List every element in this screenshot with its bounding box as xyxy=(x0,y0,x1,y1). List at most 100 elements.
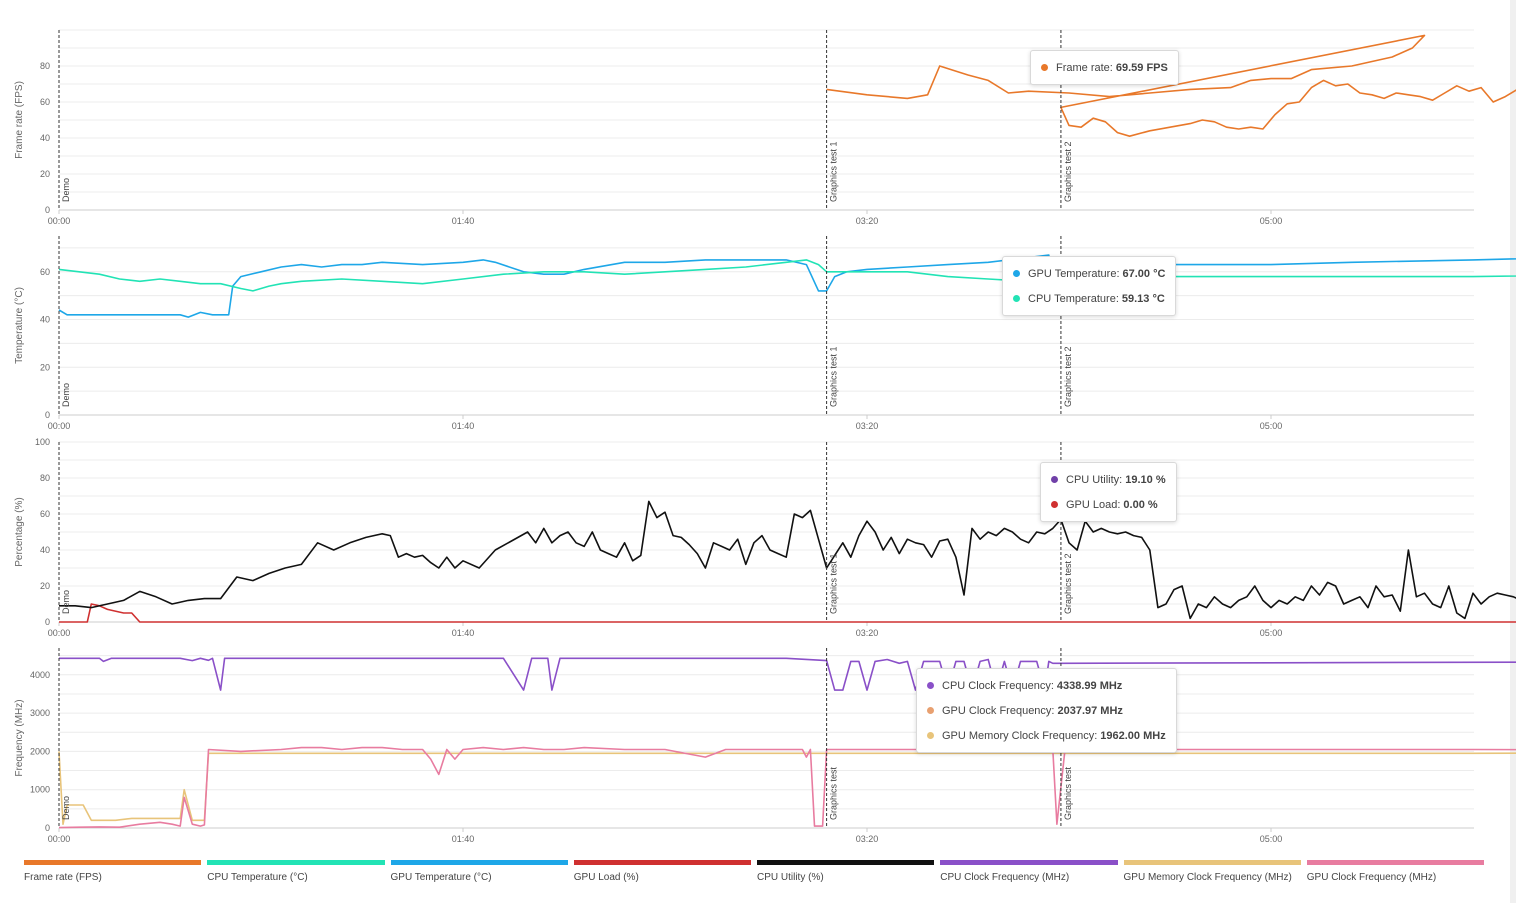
legend-label: CPU Utility (%) xyxy=(757,872,824,883)
y-tick-label: 3000 xyxy=(30,708,50,718)
x-tick-label: 01:40 xyxy=(452,216,475,226)
series-line xyxy=(826,34,1516,137)
phase-marker-label: Graphics test 2 xyxy=(1063,553,1073,614)
x-tick-label: 03:20 xyxy=(856,216,879,226)
legend-item-gpu-memory-clock[interactable]: GPU Memory Clock Frequency (MHz) xyxy=(1123,860,1301,883)
tooltip-label: CPU Utility: xyxy=(1066,473,1123,486)
legend-item-cpu-utility[interactable]: CPU Utility (%) xyxy=(757,860,935,883)
tooltip-row: GPU Memory Clock Frequency: 1962.00 MHz xyxy=(927,723,1166,748)
legend-item-cpu-clock[interactable]: CPU Clock Frequency (MHz) xyxy=(940,860,1118,883)
legend-item-gpu-temperature[interactable]: GPU Temperature (°C) xyxy=(390,860,568,883)
phase-marker-label: Graphics test 1 xyxy=(829,346,839,407)
x-tick-label: 00:00 xyxy=(48,216,71,226)
tooltip-temperature: GPU Temperature: 67.00 °C CPU Temperatur… xyxy=(1002,256,1177,316)
tooltip-value: 4338.99 MHz xyxy=(1056,679,1123,692)
phase-marker-label: Demo xyxy=(61,590,71,614)
y-axis-title: Frequency (MHz) xyxy=(14,699,25,776)
legend-label: CPU Clock Frequency (MHz) xyxy=(940,872,1070,883)
tooltip-label: CPU Clock Frequency: xyxy=(942,679,1054,692)
y-tick-label: 20 xyxy=(40,169,50,179)
tooltip-row: CPU Temperature: 59.13 °C xyxy=(1013,286,1165,311)
tooltip-value: 67.00 °C xyxy=(1122,267,1166,280)
phase-marker-label: Demo xyxy=(61,796,71,820)
y-tick-label: 80 xyxy=(40,473,50,483)
y-tick-label: 20 xyxy=(40,362,50,372)
legend-swatch xyxy=(1123,860,1301,865)
tooltip-row: CPU Clock Frequency: 4338.99 MHz xyxy=(927,673,1166,698)
tooltip-value: 2037.97 MHz xyxy=(1057,704,1123,717)
phase-marker-label: Graphics test 2 xyxy=(1063,141,1073,202)
y-tick-label: 60 xyxy=(40,97,50,107)
legend-label: CPU Temperature (°C) xyxy=(207,872,308,883)
x-tick-label: 00:00 xyxy=(48,421,71,431)
tooltip-frequency: CPU Clock Frequency: 4338.99 MHz GPU Clo… xyxy=(916,668,1177,753)
y-tick-label: 20 xyxy=(40,581,50,591)
x-tick-label: 03:20 xyxy=(856,834,879,844)
tooltip-row: Frame rate: 69.59 FPS xyxy=(1041,55,1168,80)
x-tick-label: 05:00 xyxy=(1260,421,1283,431)
y-tick-label: 1000 xyxy=(30,785,50,795)
phase-marker-label: Demo xyxy=(61,178,71,202)
y-tick-label: 40 xyxy=(40,545,50,555)
legend-swatch xyxy=(573,860,751,865)
y-tick-label: 40 xyxy=(40,315,50,325)
legend-swatch xyxy=(390,860,568,865)
legend-swatch xyxy=(24,860,202,865)
tooltip-dot xyxy=(927,707,934,714)
tooltip-label: CPU Temperature: xyxy=(1028,292,1119,305)
y-tick-label: 2000 xyxy=(30,746,50,756)
legend-swatch xyxy=(940,860,1118,865)
legend: Frame rate (FPS) CPU Temperature (°C) GP… xyxy=(24,860,1484,883)
phase-marker-label: Graphics test xyxy=(829,766,839,820)
tooltip-value: 0.00 % xyxy=(1123,498,1158,511)
x-tick-label: 05:00 xyxy=(1260,216,1283,226)
y-tick-label: 4000 xyxy=(30,670,50,680)
y-axis-title: Percentage (%) xyxy=(14,497,25,566)
y-tick-label: 0 xyxy=(45,410,50,420)
legend-item-frame-rate[interactable]: Frame rate (FPS) xyxy=(24,860,202,883)
tooltip-value: 69.59 FPS xyxy=(1115,61,1168,74)
legend-item-gpu-load[interactable]: GPU Load (%) xyxy=(573,860,751,883)
tooltip-dot xyxy=(927,682,934,689)
legend-swatch xyxy=(757,860,935,865)
tooltip-frame-rate: Frame rate: 69.59 FPS xyxy=(1030,50,1179,85)
tooltip-label: GPU Memory Clock Frequency: xyxy=(942,729,1098,742)
y-tick-label: 0 xyxy=(45,823,50,833)
legend-swatch xyxy=(1306,860,1484,865)
y-axis-title: Temperature (°C) xyxy=(14,287,25,364)
tooltip-row: GPU Clock Frequency: 2037.97 MHz xyxy=(927,698,1166,723)
tooltip-row: CPU Utility: 19.10 % xyxy=(1051,467,1166,492)
legend-label: GPU Clock Frequency (MHz) xyxy=(1306,872,1437,883)
scrollbar[interactable] xyxy=(1510,0,1516,903)
tooltip-dot xyxy=(1013,295,1020,302)
legend-swatch xyxy=(207,860,385,865)
legend-item-gpu-clock[interactable]: GPU Clock Frequency (MHz) xyxy=(1306,860,1484,883)
series-line xyxy=(59,500,1516,620)
y-tick-label: 100 xyxy=(35,437,50,447)
x-tick-label: 00:00 xyxy=(48,834,71,844)
x-tick-label: 05:00 xyxy=(1260,628,1283,638)
series-line xyxy=(58,751,1516,826)
y-axis-title: Frame rate (FPS) xyxy=(14,81,25,159)
x-tick-label: 05:00 xyxy=(1260,834,1283,844)
y-tick-label: 80 xyxy=(40,61,50,71)
tooltip-row: GPU Temperature: 67.00 °C xyxy=(1013,261,1165,286)
series-line xyxy=(59,603,1516,623)
x-tick-label: 03:20 xyxy=(856,421,879,431)
phase-marker-label: Demo xyxy=(61,383,71,407)
series-line xyxy=(58,254,1516,318)
phase-marker-label: Graphics test 1 xyxy=(829,141,839,202)
tooltip-dot xyxy=(1041,64,1048,71)
phase-marker-label: Graphics test xyxy=(1063,766,1073,820)
legend-item-cpu-temperature[interactable]: CPU Temperature (°C) xyxy=(207,860,385,883)
x-tick-label: 01:40 xyxy=(452,421,475,431)
tooltip-label: GPU Temperature: xyxy=(1028,267,1120,280)
tooltip-value: 19.10 % xyxy=(1125,473,1166,486)
legend-label: Frame rate (FPS) xyxy=(24,872,102,883)
tooltip-dot xyxy=(927,732,934,739)
y-tick-label: 0 xyxy=(45,205,50,215)
tooltip-row: GPU Load: 0.00 % xyxy=(1051,492,1166,517)
tooltip-percentage: CPU Utility: 19.10 % GPU Load: 0.00 % xyxy=(1040,462,1177,522)
tooltip-dot xyxy=(1051,501,1058,508)
legend-label: GPU Temperature (°C) xyxy=(390,872,492,883)
